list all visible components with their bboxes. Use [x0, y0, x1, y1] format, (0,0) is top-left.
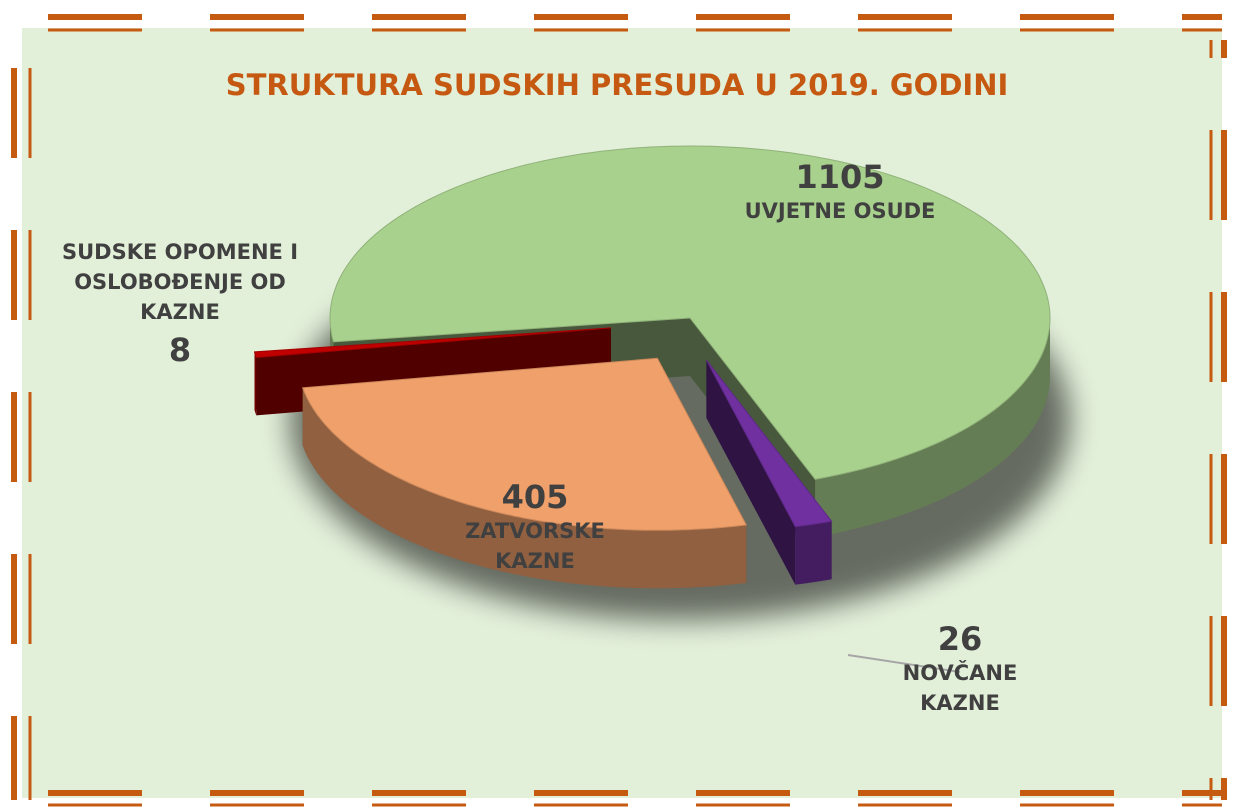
category-label: NOVČANE KAZNE	[902, 661, 1018, 715]
slice	[301, 357, 748, 589]
data-label: 405 ZATVORSKE KAZNE	[430, 478, 640, 576]
value-label: 26	[937, 620, 983, 658]
chart-title: STRUKTURA SUDSKIH PRESUDA U 2019. GODINI	[225, 68, 1009, 102]
value-label: 405	[501, 478, 569, 516]
slice-side	[706, 360, 796, 585]
slice-top	[254, 327, 612, 358]
slice-top	[301, 357, 748, 531]
slice-wall	[302, 387, 747, 589]
pie	[254, 145, 1051, 589]
slice-top	[329, 145, 1051, 480]
slice-wall	[795, 521, 832, 585]
slice-top	[705, 359, 833, 528]
leader-line	[847, 654, 961, 673]
category-label: SUDSKE OPOMENE I OSLOBOĐENJE OD KAZNE	[61, 240, 299, 324]
value-label: 8	[168, 331, 192, 369]
category-label: UVJETNE OSUDE	[744, 199, 936, 223]
slice-wall	[254, 351, 257, 416]
data-label: 1105 UVJETNE OSUDE	[700, 158, 980, 226]
value-label: 1105	[795, 158, 885, 196]
slice-wall	[815, 319, 1050, 538]
data-label: SUDSKE OPOMENE I OSLOBOĐENJE OD KAZNE 8	[40, 237, 320, 369]
data-label: 26 NOVČANE KAZNE	[860, 620, 1060, 718]
slice	[705, 359, 833, 585]
category-label: ZATVORSKE KAZNE	[465, 519, 605, 573]
frame	[11, 14, 1227, 807]
